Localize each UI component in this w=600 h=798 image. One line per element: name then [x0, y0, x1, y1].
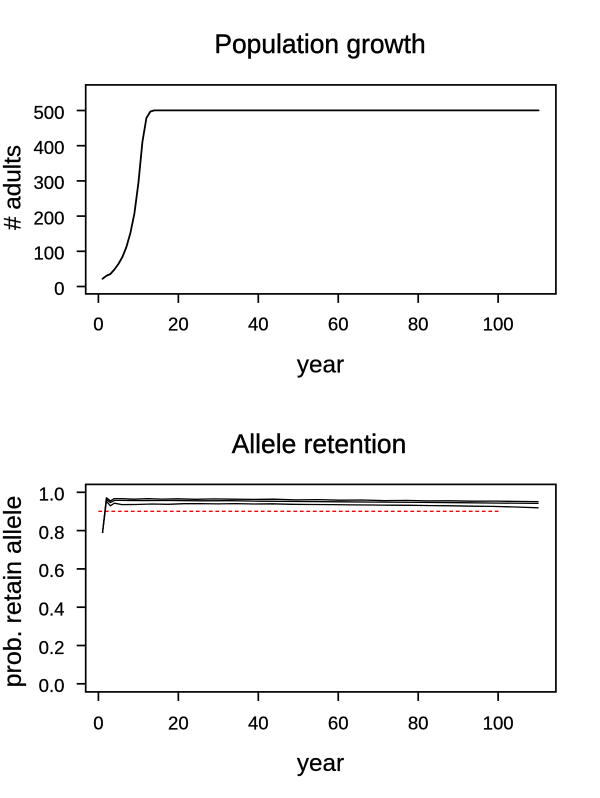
svg-text:Population growth: Population growth — [214, 29, 425, 59]
svg-text:20: 20 — [168, 314, 189, 335]
svg-text:40: 40 — [248, 314, 269, 335]
svg-text:500: 500 — [33, 102, 64, 123]
svg-text:60: 60 — [328, 314, 349, 335]
svg-text:80: 80 — [408, 713, 429, 734]
svg-text:0.6: 0.6 — [39, 560, 65, 581]
svg-text:80: 80 — [408, 314, 429, 335]
svg-text:100: 100 — [483, 713, 514, 734]
svg-text:0.4: 0.4 — [39, 599, 65, 620]
svg-text:0.2: 0.2 — [39, 637, 65, 658]
svg-text:0: 0 — [93, 713, 103, 734]
svg-text:year: year — [297, 351, 344, 378]
svg-text:Allele retention: Allele retention — [232, 429, 407, 459]
svg-text:20: 20 — [168, 713, 189, 734]
svg-text:400: 400 — [33, 137, 64, 158]
svg-text:# adults: # adults — [0, 145, 27, 230]
svg-text:0: 0 — [93, 314, 103, 335]
svg-text:0: 0 — [54, 278, 64, 299]
svg-text:40: 40 — [248, 713, 269, 734]
svg-text:200: 200 — [33, 207, 64, 228]
svg-text:prob. retain allele: prob. retain allele — [0, 496, 27, 688]
svg-text:0.8: 0.8 — [39, 522, 65, 543]
svg-text:year: year — [297, 750, 344, 777]
svg-text:0.0: 0.0 — [39, 675, 65, 696]
svg-text:1.0: 1.0 — [39, 484, 65, 505]
svg-text:300: 300 — [33, 172, 64, 193]
svg-text:60: 60 — [328, 713, 349, 734]
svg-text:100: 100 — [483, 314, 514, 335]
svg-text:100: 100 — [33, 243, 64, 264]
